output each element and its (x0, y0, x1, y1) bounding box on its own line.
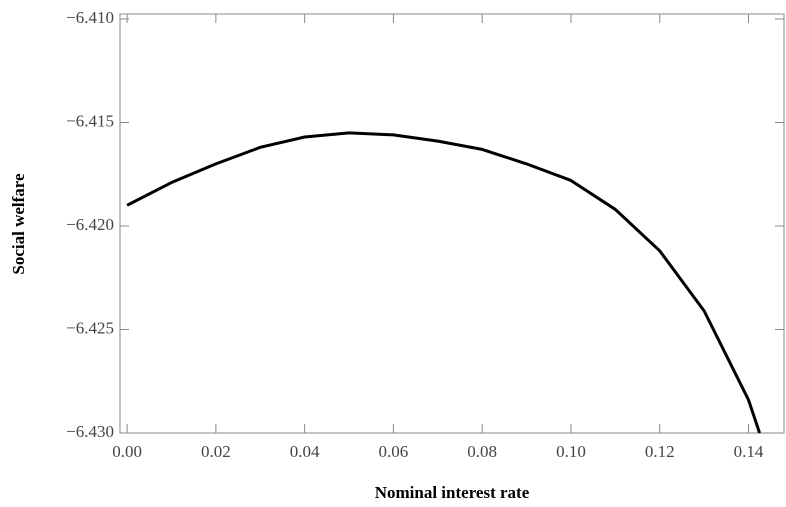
y-tick-label: −6.430 (66, 422, 114, 441)
x-tick-label: 0.10 (556, 442, 586, 461)
y-tick-label: −6.410 (66, 8, 114, 27)
x-tick-label: 0.14 (734, 442, 764, 461)
x-tick-label: 0.08 (467, 442, 497, 461)
x-tick-label: 0.06 (379, 442, 409, 461)
y-tick-label: −6.420 (66, 215, 114, 234)
x-tick-label: 0.02 (201, 442, 231, 461)
x-tick-label: 0.12 (645, 442, 675, 461)
line (126, 131, 762, 434)
x-axis-title: Nominal interest rate (375, 483, 530, 502)
y-axis-title: Social welfare (9, 173, 28, 275)
y-tick-label: −6.425 (66, 318, 114, 337)
y-tick-label: −6.415 (66, 111, 114, 130)
x-tick-label: 0.00 (112, 442, 142, 461)
plot-frame (119, 13, 785, 434)
x-tick-label: 0.04 (290, 442, 320, 461)
